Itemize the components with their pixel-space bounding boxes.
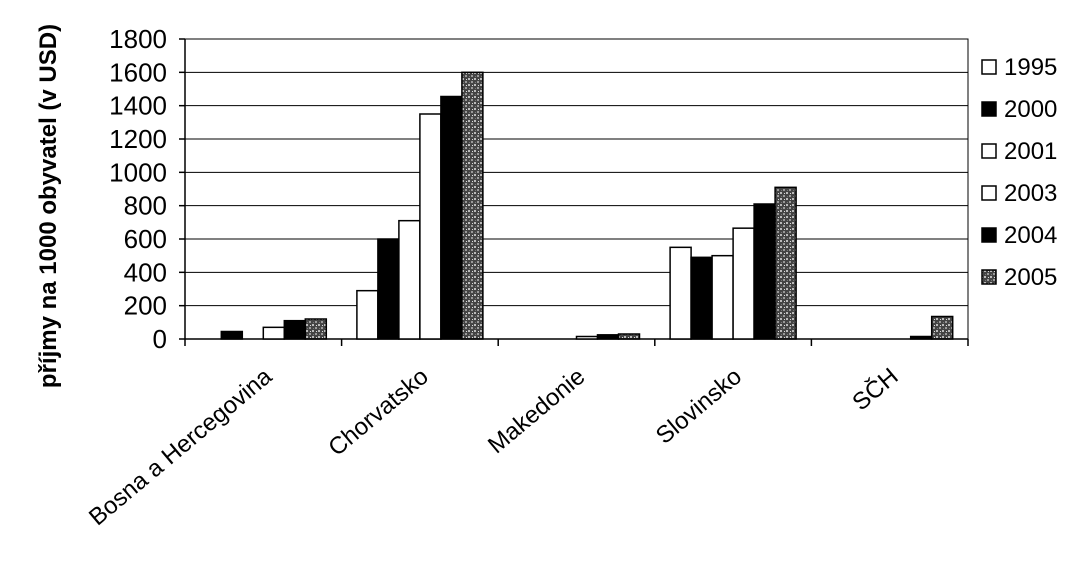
legend-swatch-2003 bbox=[981, 185, 997, 201]
legend-label-2001: 2001 bbox=[1004, 138, 1057, 165]
y-tick-label: 400 bbox=[124, 257, 167, 287]
x-category-label: Bosna a Hercegovina bbox=[84, 362, 278, 531]
bar-2004 bbox=[909, 335, 933, 340]
bar-2003 bbox=[732, 227, 755, 340]
bar-2003 bbox=[575, 335, 599, 340]
bar-2000 bbox=[377, 238, 400, 340]
legend-label-2005: 2005 bbox=[1004, 264, 1057, 291]
bar-2004 bbox=[283, 319, 307, 340]
legend-swatch-1995 bbox=[981, 59, 997, 75]
bar-2005 bbox=[930, 315, 954, 340]
legend: 1995 2000 2001 2003 2004 2005 bbox=[981, 54, 1057, 291]
bar-2003 bbox=[262, 326, 286, 340]
y-tick-label: 600 bbox=[124, 224, 167, 254]
bar-2003 bbox=[419, 113, 442, 340]
bar-2000 bbox=[690, 256, 713, 340]
x-category-label: Slovinsko bbox=[651, 363, 747, 450]
legend-swatch-2005 bbox=[981, 269, 997, 285]
legend-swatch-2004 bbox=[981, 227, 997, 243]
x-category-label: SČH bbox=[847, 362, 904, 416]
bar-2005 bbox=[774, 186, 797, 340]
y-tick-label: 1600 bbox=[109, 57, 167, 87]
bar-2004 bbox=[440, 95, 463, 340]
x-category-label: Makedonie bbox=[483, 363, 590, 459]
x-category-label: Chorvatsko bbox=[323, 363, 433, 462]
bar-1995 bbox=[669, 246, 692, 340]
y-tick-label: 0 bbox=[153, 324, 167, 354]
plot-area bbox=[184, 38, 969, 340]
legend-label-2003: 2003 bbox=[1004, 180, 1057, 207]
legend-swatch-2001 bbox=[981, 143, 997, 159]
bar-2005 bbox=[304, 318, 328, 340]
y-tick-label: 200 bbox=[124, 291, 167, 321]
y-tick-label: 1200 bbox=[109, 124, 167, 154]
y-tick-label: 800 bbox=[124, 191, 167, 221]
legend-label-1995: 1995 bbox=[1004, 54, 1057, 81]
bar-2005 bbox=[461, 71, 484, 340]
bar-1995 bbox=[356, 289, 379, 340]
legend-label-2004: 2004 bbox=[1004, 222, 1057, 249]
legend-label-2000: 2000 bbox=[1004, 96, 1057, 123]
y-axis-label: příjmy na 1000 obyvatel (v USD) bbox=[35, 24, 62, 388]
y-tick-label: 1000 bbox=[109, 157, 167, 187]
bar-2001 bbox=[398, 219, 421, 340]
bar-2005 bbox=[617, 333, 641, 340]
bar-2004 bbox=[753, 203, 776, 340]
y-tick-label: 1400 bbox=[109, 91, 167, 121]
bar-2001 bbox=[711, 254, 734, 340]
y-tick-label: 1800 bbox=[109, 24, 167, 54]
bar-2004 bbox=[596, 334, 620, 340]
bar-2000 bbox=[220, 330, 244, 340]
legend-swatch-2000 bbox=[981, 101, 997, 117]
